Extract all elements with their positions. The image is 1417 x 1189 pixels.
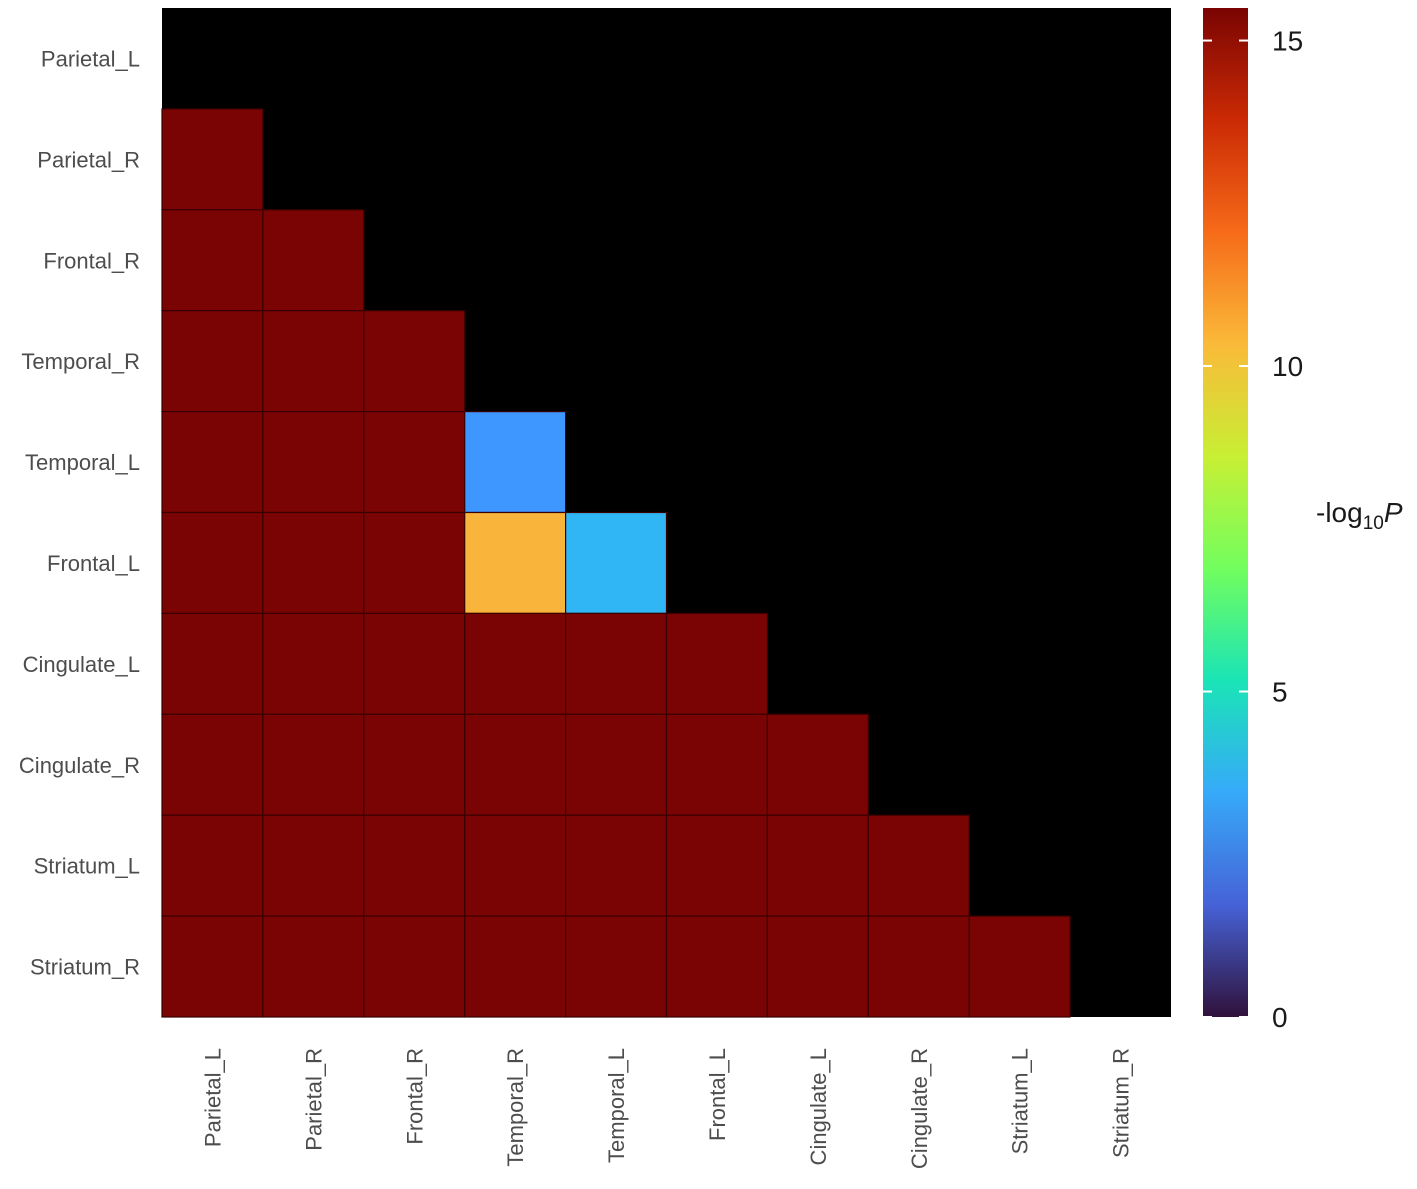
heatmap-cell-8-4	[564, 814, 668, 917]
x-axis-labels: Parietal_L Parietal_R Frontal_R Temporal_R T…	[200, 1048, 1133, 1169]
y-tick-label: Frontal_L	[47, 551, 140, 576]
x-tick-label: Frontal_R	[402, 1048, 427, 1145]
y-tick-label: Striatum_L	[34, 854, 140, 879]
x-tick-label: Temporal_L	[604, 1048, 629, 1163]
colorbar-tick-label: 10	[1272, 351, 1303, 382]
heatmap-cell-7-4	[564, 713, 668, 816]
x-tick-label: Parietal_L	[200, 1048, 225, 1147]
heatmap-cell-7-2	[363, 713, 466, 816]
heatmap-cell-6-0	[161, 612, 264, 715]
heatmap-cells	[161, 108, 1071, 1018]
y-tick-label: Parietal_R	[37, 147, 140, 172]
heatmap-cell-6-1	[262, 612, 365, 715]
heatmap-cell-1-0	[161, 108, 264, 211]
heatmap-cell-7-3	[464, 713, 567, 816]
y-tick-label: Striatum_R	[30, 955, 140, 980]
heatmap-cell-8-0	[161, 814, 264, 917]
heatmap-cell-3-0	[161, 310, 264, 413]
heatmap-cell-4-1	[262, 411, 365, 514]
y-tick-label: Cingulate_R	[19, 753, 140, 778]
y-tick-label: Parietal_L	[41, 46, 140, 71]
heatmap-cell-7-0	[161, 713, 264, 816]
x-tick-label: Cingulate_L	[806, 1048, 831, 1165]
heatmap-cell-4-0	[161, 411, 264, 514]
heatmap-cell-8-7	[867, 814, 970, 917]
x-tick-label: Temporal_R	[503, 1048, 528, 1167]
heatmap-cell-8-2	[363, 814, 466, 917]
y-tick-label: Temporal_L	[25, 450, 140, 475]
heatmap-cell-8-6	[766, 814, 869, 917]
heatmap-cell-9-7	[867, 915, 970, 1018]
colorbar-tick-label: 0	[1272, 1002, 1288, 1033]
heatmap-cell-4-3	[464, 411, 567, 514]
heatmap-cell-3-1	[262, 310, 365, 413]
y-axis-labels: Parietal_L Parietal_R Frontal_R Temporal_R T…	[19, 46, 140, 979]
heatmap-cell-5-3	[464, 511, 567, 615]
colorbar: 0 5 10 15 -log10P	[1203, 8, 1403, 1033]
heatmap-cell-3-2	[363, 310, 466, 413]
colorbar-tick-label: 5	[1272, 677, 1288, 708]
heatmap-cell-7-5	[665, 713, 769, 816]
y-tick-label: Frontal_R	[43, 248, 140, 273]
heatmap-cell-6-4	[564, 612, 668, 715]
x-tick-label: Frontal_L	[705, 1048, 730, 1141]
y-tick-label: Cingulate_L	[23, 652, 140, 677]
x-tick-label: Parietal_R	[301, 1048, 326, 1151]
heatmap-cell-9-3	[464, 915, 567, 1018]
heatmap-cell-9-0	[161, 915, 264, 1018]
heatmap-cell-9-4	[564, 915, 668, 1018]
heatmap-cell-6-2	[363, 612, 466, 715]
y-tick-label: Temporal_R	[21, 349, 140, 374]
heatmap-cell-6-5	[665, 612, 769, 715]
heatmap-cell-7-1	[262, 713, 365, 816]
heatmap-cell-2-1	[262, 209, 365, 312]
heatmap-cell-2-0	[161, 209, 264, 312]
colorbar-tick-label: 15	[1272, 26, 1303, 57]
x-tick-label: Striatum_L	[1008, 1048, 1033, 1154]
heatmap-cell-9-1	[262, 915, 365, 1018]
heatmap-cell-5-4	[564, 511, 668, 615]
heatmap-cell-9-6	[766, 915, 869, 1018]
heatmap-cell-7-6	[766, 713, 869, 816]
heatmap-cell-8-1	[262, 814, 365, 917]
heatmap-cell-5-1	[262, 511, 365, 615]
heatmap-cell-8-3	[464, 814, 567, 917]
colorbar-title: -log10P	[1316, 497, 1403, 534]
x-tick-label: Striatum_R	[1109, 1048, 1134, 1158]
heatmap-cell-5-2	[363, 511, 466, 615]
heatmap-cell-9-8	[968, 915, 1071, 1018]
heatmap-cell-8-5	[665, 814, 769, 917]
colorbar-bar	[1203, 8, 1248, 1017]
heatmap-cell-4-2	[363, 411, 466, 514]
heatmap-cell-5-0	[161, 511, 264, 615]
heatmap-cell-9-2	[363, 915, 466, 1018]
x-tick-label: Cingulate_R	[907, 1048, 932, 1169]
heatmap-cell-9-5	[665, 915, 769, 1018]
heatmap-cell-6-3	[464, 612, 567, 715]
